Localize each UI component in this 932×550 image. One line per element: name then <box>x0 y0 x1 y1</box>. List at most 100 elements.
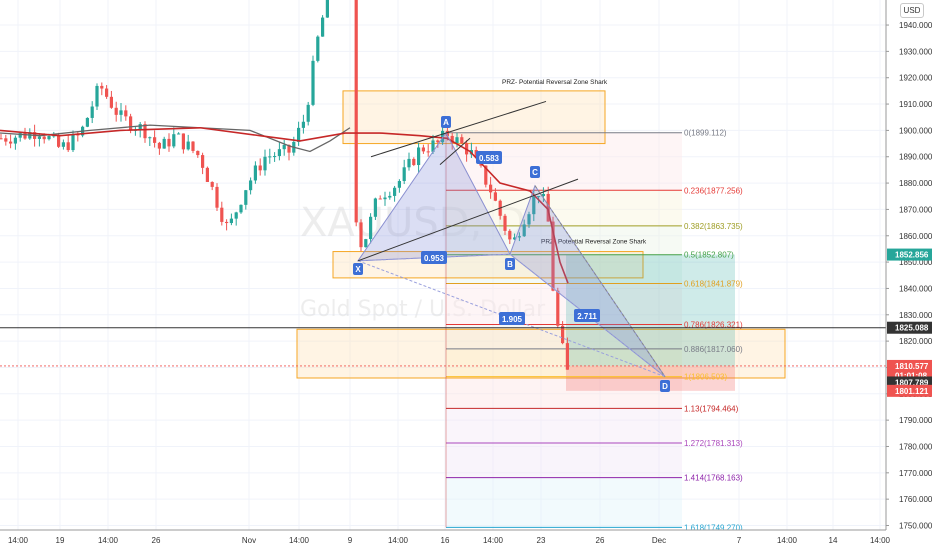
x-tick-label: 14:00 <box>8 536 29 545</box>
candle <box>18 133 22 138</box>
fib-label: 0.382(1863.735) <box>684 222 743 231</box>
y-tick-label: 1890.000 <box>899 153 932 162</box>
y-tick-label: 1940.000 <box>899 21 932 30</box>
fib-label: 0.236(1877.256) <box>684 186 743 195</box>
candle <box>148 137 152 139</box>
price-label-bg <box>887 359 932 372</box>
candle <box>364 239 368 248</box>
ratio-label <box>476 151 502 164</box>
candle <box>407 158 411 168</box>
fib-band <box>446 348 682 377</box>
currency-button[interactable]: USD <box>900 3 924 18</box>
candle <box>129 116 133 131</box>
candle <box>517 236 521 238</box>
fib-band <box>446 408 682 444</box>
candle <box>143 124 147 139</box>
candle <box>157 142 161 149</box>
fib-label: 0.786(1826.321) <box>684 320 743 329</box>
price-label-bg <box>887 384 932 397</box>
candle <box>95 85 99 107</box>
price-label: 1810.577 <box>895 362 929 371</box>
ratio-text: 0.583 <box>479 154 500 163</box>
fib-band <box>446 283 682 325</box>
x-tick-label: 19 <box>56 536 65 545</box>
x-axis-background <box>0 530 932 550</box>
point-label-d <box>660 380 670 392</box>
price-label: 1825.088 <box>895 324 929 333</box>
candle <box>393 187 397 196</box>
fib-label: 0.886(1817.060) <box>684 345 743 354</box>
candle <box>489 184 493 193</box>
point-label-text: B <box>507 260 513 269</box>
candle <box>373 198 377 217</box>
ratio-label <box>421 251 447 264</box>
candle <box>441 130 445 143</box>
candle <box>417 147 421 166</box>
point-label-text: D <box>662 382 668 391</box>
fib-band <box>446 477 682 528</box>
candle <box>215 186 219 208</box>
y-tick-label: 1900.000 <box>899 126 932 135</box>
pattern-bd <box>509 253 666 378</box>
candle <box>138 124 142 130</box>
moving-average-red <box>0 126 569 284</box>
x-tick-label: 26 <box>596 536 605 545</box>
candle <box>527 214 531 225</box>
candle <box>426 151 430 153</box>
y-tick-label: 1850.000 <box>899 258 932 267</box>
prz-zone <box>342 90 606 145</box>
fib-label: 1.414(1768.163) <box>684 474 743 483</box>
candle <box>23 133 27 139</box>
x-tick-label: 23 <box>537 536 546 545</box>
x-tick-label: 14:00 <box>483 536 504 545</box>
candle <box>191 141 195 151</box>
candle <box>0 138 3 140</box>
candle <box>239 204 243 213</box>
x-tick-label: 16 <box>441 536 450 545</box>
trend-line-lower <box>357 178 579 262</box>
candle <box>455 137 459 144</box>
candle <box>325 0 329 18</box>
candle <box>100 85 104 89</box>
candle <box>503 215 507 231</box>
x-tick-label: Dec <box>652 536 666 545</box>
candle <box>71 134 75 151</box>
candle <box>47 135 51 140</box>
candle <box>9 141 13 144</box>
candle <box>402 167 406 182</box>
ratio-label <box>499 312 525 325</box>
candle <box>61 142 65 147</box>
fib-label: 0.618(1841.879) <box>684 279 743 288</box>
x-tick-label: Nov <box>242 536 256 545</box>
candle <box>445 130 449 136</box>
candle <box>551 221 555 291</box>
point-label-a <box>441 116 451 128</box>
candle <box>378 198 382 200</box>
fib-label: 1.272(1781.313) <box>684 439 743 448</box>
x-tick-label: 14:00 <box>388 536 409 545</box>
candle <box>186 141 190 150</box>
fib-band <box>446 443 682 478</box>
candle <box>513 237 517 240</box>
x-tick-label: 9 <box>348 536 353 545</box>
candle <box>201 155 205 168</box>
point-label-b <box>505 258 515 270</box>
x-tick-label: 14:00 <box>98 536 119 545</box>
y-tick-label: 1750.000 <box>899 522 932 531</box>
candle <box>273 156 277 158</box>
candle <box>234 212 238 219</box>
candle <box>220 207 224 222</box>
candle <box>388 195 392 198</box>
candle <box>556 290 560 326</box>
candle <box>460 137 464 144</box>
candle <box>383 197 387 200</box>
candle <box>484 165 488 185</box>
candle <box>297 127 301 142</box>
y-axis-background <box>886 0 932 550</box>
candle <box>450 135 454 144</box>
candle <box>205 167 209 182</box>
trend-line-upper <box>370 100 547 158</box>
candle <box>90 106 94 118</box>
candle <box>119 110 123 115</box>
